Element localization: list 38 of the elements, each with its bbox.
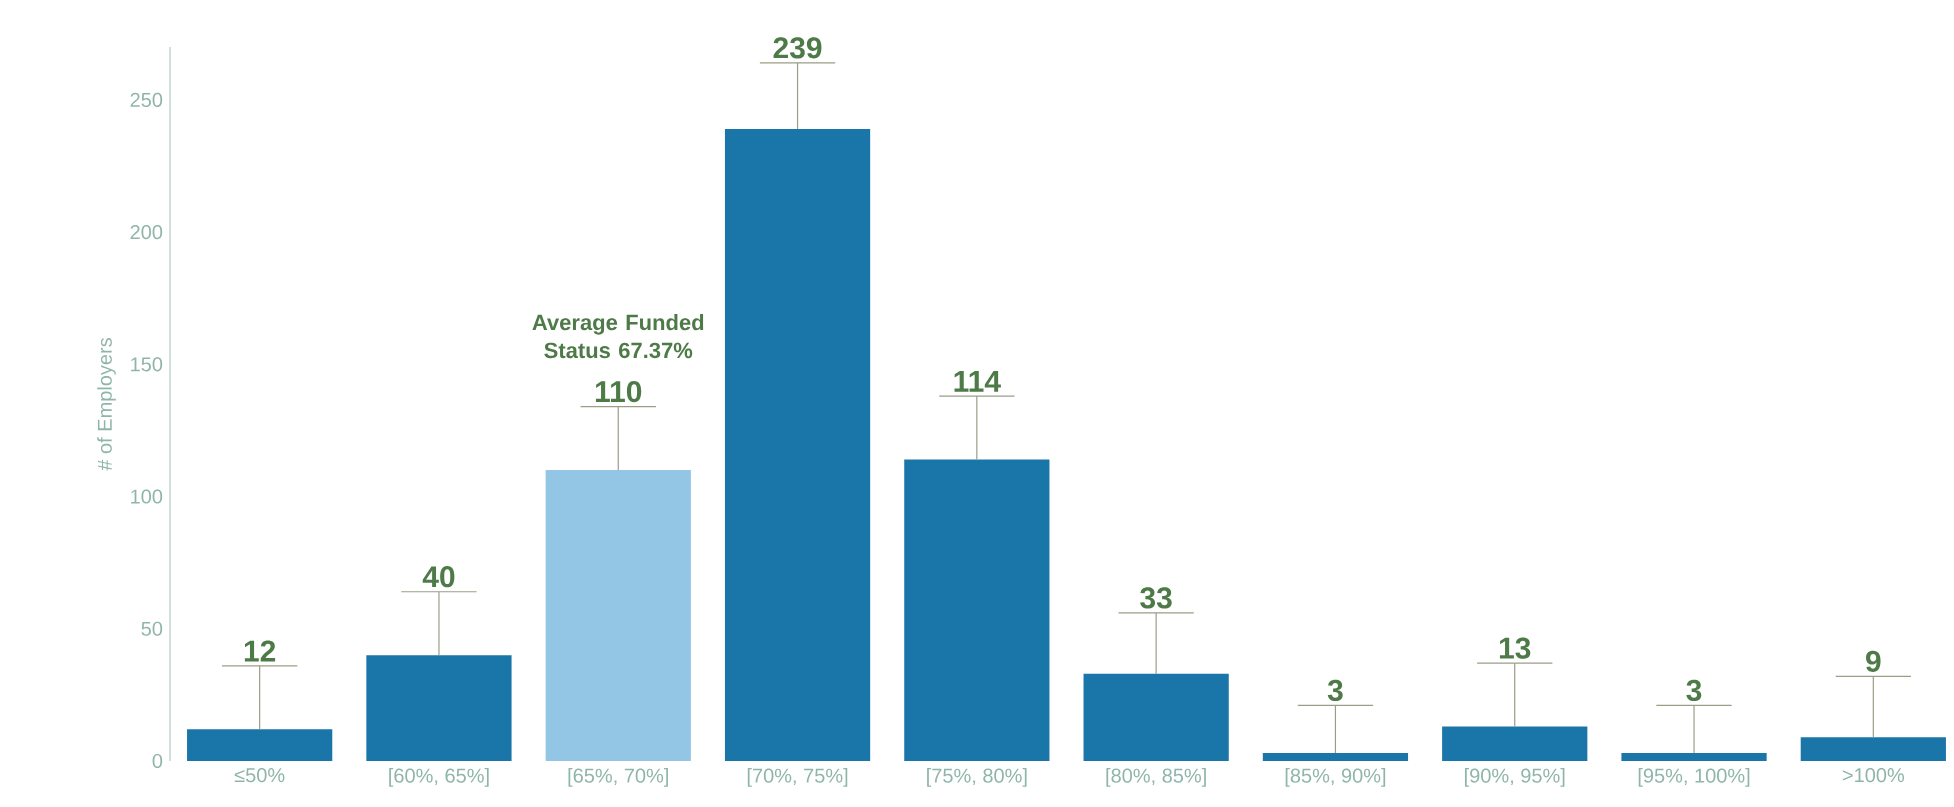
data-label: 40 — [422, 566, 455, 588]
y-tick-label: 150 — [131, 357, 163, 372]
x-tick-label: [95%, 100%] — [1638, 768, 1750, 787]
data-label: 239 — [773, 37, 822, 59]
bar — [904, 459, 1050, 761]
data-label: 13 — [1499, 637, 1531, 659]
y-tick-label: 200 — [130, 225, 163, 240]
x-tick-label: [75%, 80%] — [927, 768, 1027, 787]
y-tick-label: 50 — [141, 621, 163, 636]
data-label: 3 — [1327, 679, 1343, 702]
x-tick-label: [65%, 70%] — [568, 768, 668, 787]
y-tick-label: 250 — [130, 92, 163, 107]
x-tick-label: [70%, 75%] — [747, 768, 848, 787]
bar — [1621, 753, 1767, 761]
bar — [724, 128, 871, 761]
x-tick-label: [90%, 95%] — [1465, 768, 1565, 787]
bar — [1083, 673, 1229, 761]
x-tick-label: ≤50% — [234, 768, 285, 783]
x-tick-label: [85%, 90%] — [1285, 768, 1386, 787]
data-label: 33 — [1140, 587, 1172, 609]
x-tick-label: >100% — [1842, 768, 1905, 783]
y-tick-label: 100 — [131, 489, 163, 504]
y-axis-title: # of Employers — [97, 338, 116, 471]
data-label: 3 — [1686, 679, 1702, 702]
y-tick-label: 0 — [152, 753, 163, 769]
bar — [1442, 726, 1588, 761]
bar — [1800, 737, 1946, 761]
data-label: 114 — [954, 371, 1001, 392]
data-label: 12 — [244, 640, 276, 662]
bar — [366, 655, 512, 761]
x-tick-label: [60%, 65%] — [389, 768, 489, 787]
annotation: Average Funded Status 67.37% — [532, 314, 704, 359]
bar — [187, 729, 333, 761]
bar — [545, 470, 691, 761]
bar — [1262, 753, 1409, 761]
data-label: 110 — [595, 380, 642, 403]
x-tick-label: [80%, 85%] — [1106, 768, 1206, 787]
data-label: 9 — [1866, 650, 1881, 672]
